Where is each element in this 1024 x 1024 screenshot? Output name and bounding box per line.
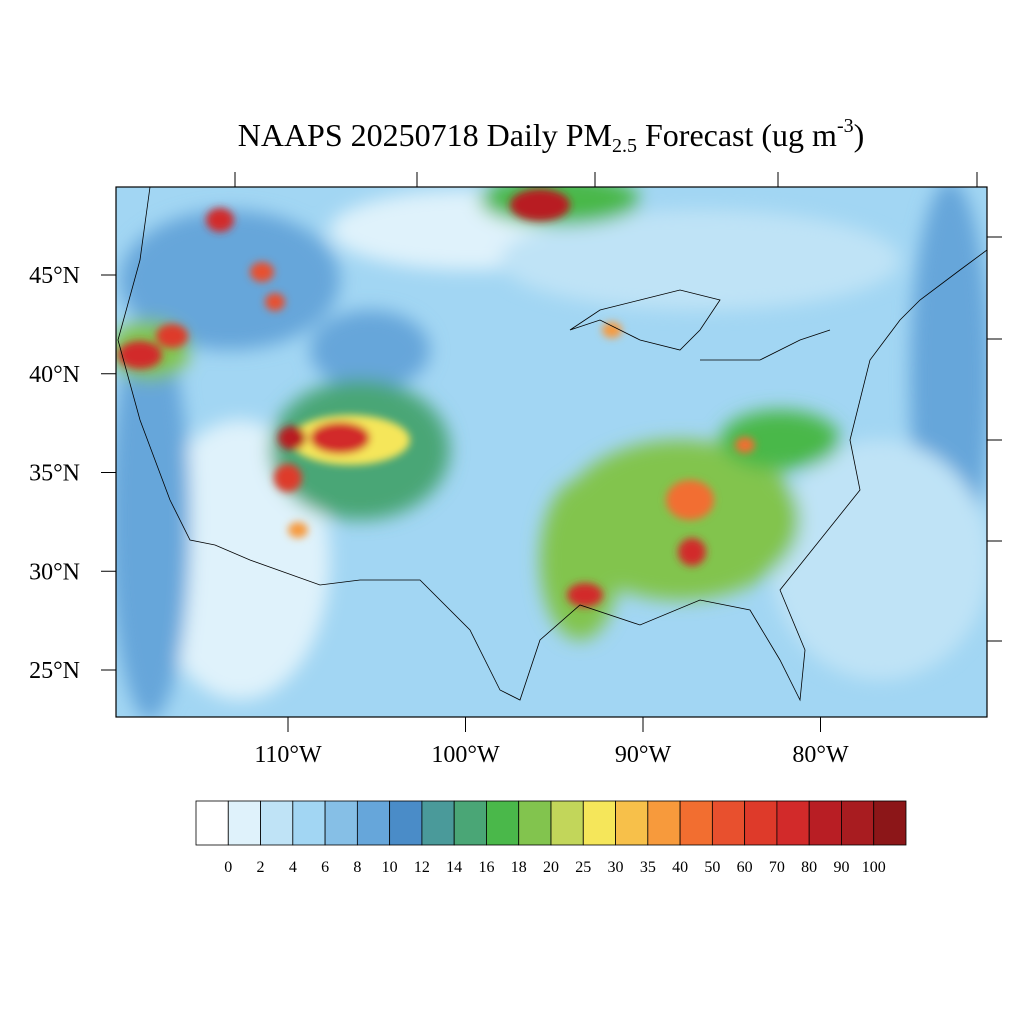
colorbar-swatch — [292, 800, 326, 846]
colorbar-swatch — [808, 800, 842, 846]
colorbar-swatch — [679, 800, 713, 846]
axis-labels: 45°N 40°N 35°N 30°N 25°N 110°W 100°W 90°W 80°W — [29, 263, 849, 768]
lat-label: 40°N — [29, 362, 80, 388]
colorbar-label: 16 — [478, 859, 494, 876]
lon-label: 90°W — [615, 742, 672, 768]
colorbar-swatch — [550, 800, 584, 846]
colorbar-label: 10 — [382, 859, 398, 876]
colorbar-label: 20 — [543, 859, 559, 876]
colorbar-label: 60 — [737, 859, 753, 876]
colorbar-swatch — [356, 800, 391, 846]
colorbar-swatch — [841, 800, 875, 846]
title-sub: 2.5 — [612, 135, 637, 157]
colorbar-swatch — [324, 800, 358, 846]
colorbar: 0 2 4 6 8 10 12 14 16 18 20 25 30 35 40 50 60 70 80 90 100 — [195, 800, 907, 876]
title-main: NAAPS 20250718 Daily PM — [238, 117, 612, 153]
colorbar-swatch — [486, 800, 520, 846]
colorbar-swatch — [582, 800, 616, 846]
title-sup: -3 — [837, 115, 854, 137]
colorbar-label: 100 — [862, 859, 886, 876]
colorbar-swatch — [744, 800, 778, 846]
colorbar-label: 40 — [672, 859, 688, 876]
colorbar-label: 30 — [608, 859, 624, 876]
title-middle: Forecast (ug m — [637, 117, 837, 153]
colorbar-swatch — [647, 800, 681, 846]
colorbar-label: 4 — [289, 859, 297, 876]
colorbar-swatch — [195, 800, 229, 846]
lat-label: 25°N — [29, 658, 80, 684]
map-frame — [115, 186, 988, 718]
lat-label: 45°N — [29, 263, 80, 289]
colorbar-label: 8 — [353, 859, 361, 876]
colorbar-swatch — [260, 800, 294, 846]
lon-label: 80°W — [792, 742, 849, 768]
colorbar-label: 80 — [801, 859, 817, 876]
colorbar-label: 18 — [511, 859, 527, 876]
frame-ticks — [234, 172, 1002, 642]
map-field — [116, 187, 987, 717]
colorbar-swatch — [615, 800, 649, 846]
colorbar-label: 6 — [321, 859, 329, 876]
colorbar-swatch — [518, 800, 552, 846]
colorbar-label: 12 — [414, 859, 430, 876]
colorbar-swatch — [421, 800, 455, 846]
title-end: ) — [854, 117, 865, 153]
title: NAAPS 20250718 Daily PM2.5 Forecast (ug … — [238, 115, 865, 157]
lat-label: 35°N — [29, 461, 80, 487]
colorbar-label: 70 — [769, 859, 785, 876]
colorbar-swatch — [873, 800, 907, 846]
colorbar-label: 50 — [704, 859, 720, 876]
colorbar-swatch — [453, 800, 487, 846]
colorbar-label: 14 — [446, 859, 462, 876]
lon-label: 100°W — [431, 742, 500, 768]
colorbar-label: 90 — [833, 859, 849, 876]
colorbar-label: 35 — [640, 859, 656, 876]
colorbar-swatch — [711, 800, 746, 846]
lon-label: 110°W — [254, 742, 322, 768]
colorbar-label: 25 — [575, 859, 591, 876]
colorbar-label: 2 — [257, 859, 265, 876]
colorbar-label: 0 — [224, 859, 232, 876]
lat-label: 30°N — [29, 559, 80, 585]
colorbar-swatch — [227, 800, 261, 846]
colorbar-swatch — [389, 800, 423, 846]
colorbar-swatch — [776, 800, 810, 846]
